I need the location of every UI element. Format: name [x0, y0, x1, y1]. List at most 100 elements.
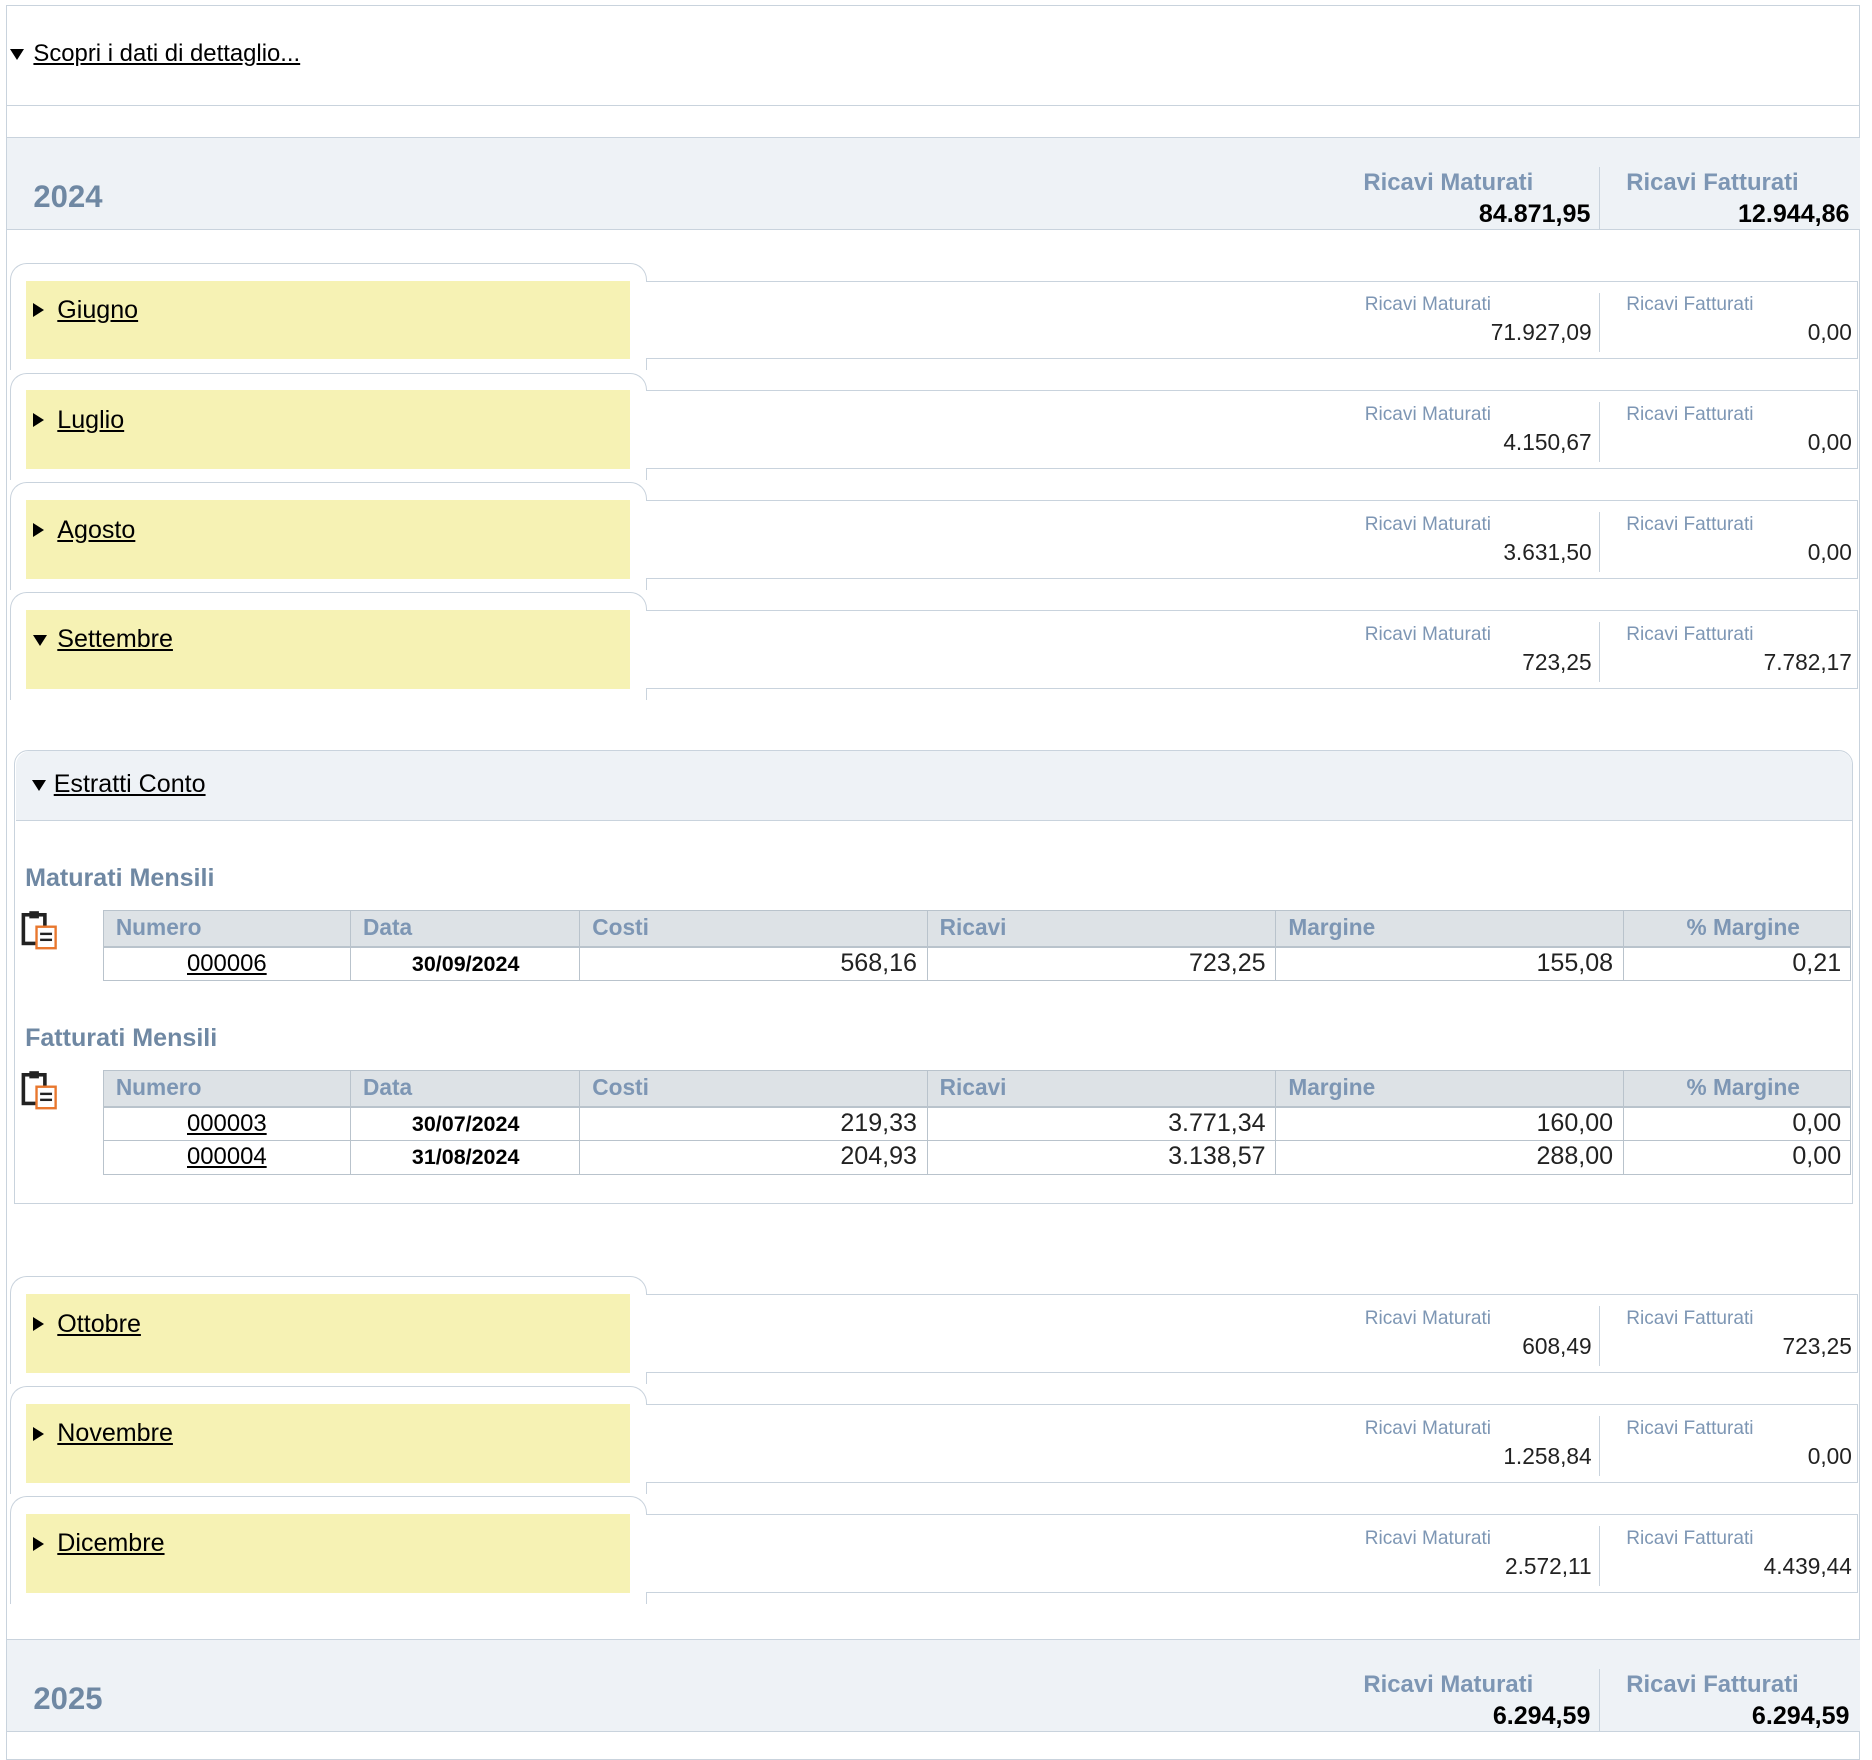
estratti-link[interactable]: Estratti Conto: [53, 769, 206, 798]
month-label: Ricavi Fatturati: [1626, 1307, 1754, 1329]
number-cell: 0,00: [1792, 1109, 1842, 1137]
number-cell: 0,21: [1792, 949, 1842, 977]
table-header: [102, 909, 1851, 947]
doc-number-link[interactable]: 000004: [187, 1143, 267, 1171]
toggle-arrow[interactable]: [33, 522, 45, 537]
month-summary: [645, 500, 1858, 580]
month-value: 2.572,11: [1505, 1552, 1592, 1579]
month-tab-fill[interactable]: [26, 390, 631, 470]
month-link[interactable]: Ottobre: [57, 1309, 141, 1338]
month-label: Ricavi Fatturati: [1626, 404, 1754, 426]
toggle-arrow[interactable]: [33, 1536, 45, 1551]
detail-link[interactable]: Scopri i dati di dettaglio...: [33, 40, 301, 67]
toggle-arrow[interactable]: [33, 1426, 45, 1441]
number-cell: 3.138,57: [1168, 1142, 1266, 1171]
month-summary: [645, 390, 1858, 470]
toggle-arrow[interactable]: [33, 303, 45, 318]
month-label: Ricavi Fatturati: [1626, 1417, 1754, 1439]
month-value: 723,25: [1782, 1332, 1852, 1359]
month-value: 723,25: [1522, 648, 1592, 675]
month-value: 0,00: [1807, 538, 1852, 565]
column-header: Ricavi: [939, 913, 1007, 940]
toggle-arrow[interactable]: [32, 779, 47, 791]
column-divider: [579, 1069, 581, 1174]
month-label: Ricavi Maturati: [1364, 1307, 1491, 1329]
month-link[interactable]: Luglio: [57, 405, 125, 434]
divider: [1598, 1525, 1600, 1586]
clipboard-icon[interactable]: [21, 1070, 59, 1111]
month-link[interactable]: Agosto: [57, 515, 136, 544]
month-label: Ricavi Maturati: [1364, 294, 1491, 316]
number-cell: 160,00: [1536, 1109, 1614, 1137]
month-link[interactable]: Novembre: [57, 1419, 173, 1448]
month-tab-fill[interactable]: [26, 1513, 631, 1593]
month-tab-fill[interactable]: [26, 280, 631, 360]
total-label: Ricavi Fatturati: [1626, 1671, 1799, 1699]
month-label: Ricavi Fatturati: [1626, 1527, 1754, 1549]
divider: [1598, 622, 1600, 682]
toggle-arrow[interactable]: [33, 413, 45, 428]
month-summary: [645, 1513, 1858, 1593]
month-link[interactable]: Giugno: [57, 295, 139, 324]
month-label: Ricavi Maturati: [1364, 1417, 1491, 1439]
month-value: 1.258,84: [1503, 1442, 1592, 1469]
number-cell: 204,93: [840, 1142, 917, 1171]
table-row: [102, 1140, 1851, 1175]
doc-number-link[interactable]: 000006: [187, 949, 267, 977]
month-tab-fill[interactable]: [26, 1294, 631, 1374]
month-tab-fill[interactable]: [26, 500, 631, 580]
divider: [1598, 292, 1600, 353]
month-link[interactable]: Dicembre: [57, 1529, 165, 1558]
doc-number-link[interactable]: 000003: [187, 1109, 267, 1137]
column-divider: [1622, 909, 1624, 981]
date-cell: 31/08/2024: [411, 1144, 520, 1169]
month-label: Ricavi Fatturati: [1626, 513, 1754, 535]
column-header: Data: [362, 913, 413, 940]
number-cell: 3.771,34: [1168, 1109, 1266, 1137]
month-label: Ricavi Maturati: [1364, 1527, 1491, 1549]
column-header: Margine: [1288, 1073, 1376, 1100]
month-value: 608,49: [1522, 1332, 1592, 1359]
number-cell: 723,25: [1188, 949, 1266, 977]
clipboard-icon[interactable]: [21, 910, 59, 951]
column-divider: [1275, 1069, 1277, 1174]
total-value: 6.294,59: [1751, 1702, 1850, 1731]
divider: [1598, 1669, 1600, 1732]
month-label: Ricavi Fatturati: [1626, 294, 1754, 316]
column-divider: [926, 1069, 928, 1174]
toggle-arrow[interactable]: [9, 48, 24, 60]
month-summary: [645, 610, 1858, 689]
column-header: Numero: [115, 913, 202, 940]
month-value: 0,00: [1807, 319, 1852, 346]
divider: [1598, 1416, 1600, 1476]
table-header: [102, 1069, 1851, 1107]
month-label: Ricavi Maturati: [1364, 513, 1491, 535]
month-value: 3.631,50: [1503, 538, 1592, 565]
month-label: Ricavi Maturati: [1364, 404, 1491, 426]
column-divider: [349, 1069, 352, 1174]
month-value: 71.927,09: [1490, 319, 1592, 346]
month-link[interactable]: Settembre: [57, 625, 173, 654]
total-value: 84.871,95: [1478, 200, 1591, 229]
column-header: Costi: [592, 913, 649, 940]
column-header: Data: [362, 1073, 413, 1100]
table-title: Maturati Mensili: [25, 864, 215, 893]
year-header: [7, 137, 1861, 231]
table-row: [102, 946, 1851, 982]
month-value: 0,00: [1807, 1442, 1852, 1469]
total-value: 12.944,86: [1737, 200, 1850, 229]
toggle-arrow[interactable]: [33, 635, 48, 647]
column-header: Costi: [592, 1073, 649, 1100]
number-cell: 568,16: [840, 949, 917, 977]
divider: [1598, 512, 1600, 572]
month-tab-fill[interactable]: [26, 1404, 631, 1483]
column-divider: [926, 909, 928, 981]
toggle-arrow[interactable]: [33, 1316, 45, 1331]
column-header: % Margine: [1686, 913, 1800, 940]
column-header: Numero: [115, 1073, 202, 1100]
month-tab-fill[interactable]: [26, 610, 631, 689]
month-summary: [645, 1294, 1858, 1374]
separator: [5, 105, 1861, 107]
month-value: 4.150,67: [1503, 429, 1592, 456]
